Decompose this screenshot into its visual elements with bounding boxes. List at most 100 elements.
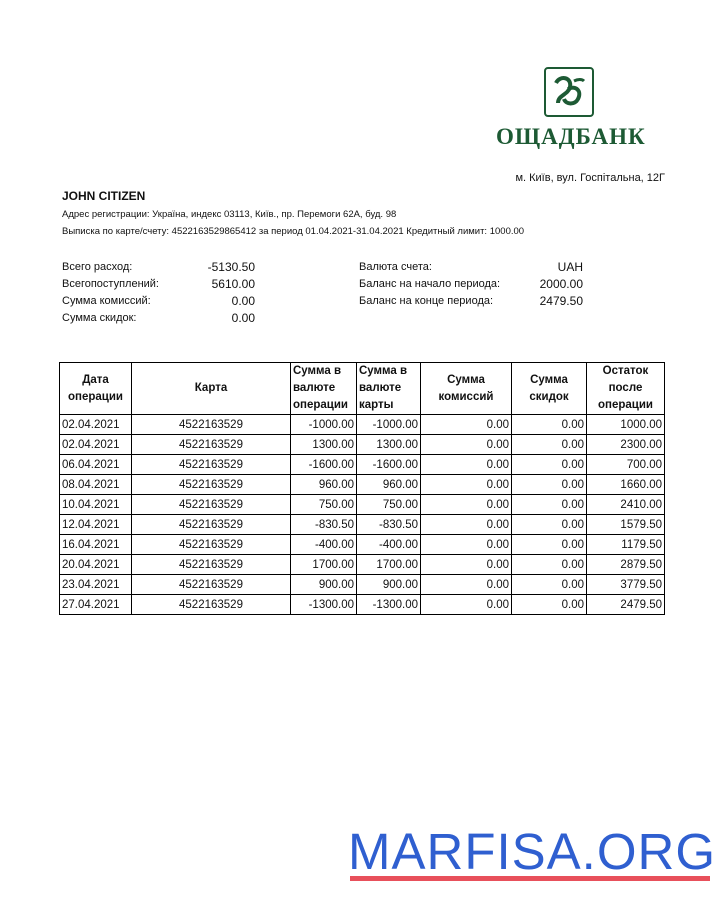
table-cell: 0.00 <box>420 594 512 615</box>
table-row: 27.04.2021 4522163529 -1300.00 -1300.00 0.00… <box>59 594 665 615</box>
table-cell: 0.00 <box>420 414 512 435</box>
table-cell: 4522163529 <box>131 554 291 575</box>
bank-address: м. Київ, вул. Госпітальна, 12Г <box>515 172 665 184</box>
table-row: 16.04.2021 4522163529 -400.00 -400.00 0.00 0.… <box>59 534 665 555</box>
table-cell: 0.00 <box>511 554 587 575</box>
table-cell: 0.00 <box>511 534 587 555</box>
table-cell: -1000.00 <box>356 414 421 435</box>
summary-label: Баланс на конце периода: <box>359 295 494 307</box>
table-row: 02.04.2021 4522163529 1300.00 1300.00 0.00 0.… <box>59 434 665 455</box>
table-cell: 4522163529 <box>131 534 291 555</box>
table-cell: 0.00 <box>420 534 512 555</box>
table-row: 08.04.2021 4522163529 960.00 960.00 0.00 0.00… <box>59 474 665 495</box>
table-cell: -1600.00 <box>356 454 421 475</box>
column-header: Сумма скидок <box>511 362 587 415</box>
table-cell: 12.04.2021 <box>59 514 132 535</box>
table-row: 06.04.2021 4522163529 -1600.00 -1600.00 0.00… <box>59 454 665 475</box>
column-header: Дата операции <box>59 362 132 415</box>
summary-value: 0.00 <box>231 311 255 325</box>
table-cell: 0.00 <box>511 414 587 435</box>
table-cell: 2410.00 <box>586 494 665 515</box>
table-cell: 0.00 <box>420 454 512 475</box>
table-cell: 750.00 <box>356 494 421 515</box>
table-cell: 06.04.2021 <box>59 454 132 475</box>
table-cell: 02.04.2021 <box>59 434 132 455</box>
table-row: 12.04.2021 4522163529 -830.50 -830.50 0.00 0.… <box>59 514 665 535</box>
summary-label: Всегопоступлений: <box>62 278 159 290</box>
table-cell: 0.00 <box>420 574 512 595</box>
table-cell: 0.00 <box>511 434 587 455</box>
summary-value: 2000.00 <box>539 277 583 291</box>
summary-label: Валюта счета: <box>359 261 432 273</box>
table-cell: 4522163529 <box>131 514 291 535</box>
table-cell: 0.00 <box>420 554 512 575</box>
watermark-underline <box>350 876 710 881</box>
table-cell: -400.00 <box>290 534 357 555</box>
table-cell: 02.04.2021 <box>59 414 132 435</box>
table-cell: 1179.50 <box>586 534 665 555</box>
table-cell: -1300.00 <box>356 594 421 615</box>
table-cell: 4522163529 <box>131 474 291 495</box>
table-cell: 0.00 <box>420 514 512 535</box>
table-cell: 27.04.2021 <box>59 594 132 615</box>
table-cell: 08.04.2021 <box>59 474 132 495</box>
table-cell: 3779.50 <box>586 574 665 595</box>
table-cell: 900.00 <box>356 574 421 595</box>
summary-label: Сумма скидок: <box>62 312 137 324</box>
table-cell: 0.00 <box>511 494 587 515</box>
table-cell: 0.00 <box>511 454 587 475</box>
table-cell: 4522163529 <box>131 574 291 595</box>
summary-label: Всего расход: <box>62 261 133 273</box>
table-cell: 0.00 <box>511 574 587 595</box>
table-cell: 2300.00 <box>586 434 665 455</box>
table-cell: -400.00 <box>356 534 421 555</box>
column-header: Сумма в валюте карты <box>356 362 421 415</box>
table-cell: 1660.00 <box>586 474 665 495</box>
column-header: Сумма комиссий <box>420 362 512 415</box>
table-cell: 4522163529 <box>131 414 291 435</box>
table-cell: 0.00 <box>420 494 512 515</box>
table-row: 02.04.2021 4522163529 -1000.00 -1000.00 0.00… <box>59 414 665 435</box>
table-row: 10.04.2021 4522163529 750.00 750.00 0.00 0.00… <box>59 494 665 515</box>
watermark: MARFISA.ORG <box>348 823 717 880</box>
summary-value: UAH <box>557 260 583 274</box>
table-cell: 2479.50 <box>586 594 665 615</box>
column-header: Сумма в валюте операции <box>290 362 357 415</box>
table-cell: -1000.00 <box>290 414 357 435</box>
table-cell: 1700.00 <box>356 554 421 575</box>
table-cell: 0.00 <box>420 434 512 455</box>
table-cell: 0.00 <box>511 514 587 535</box>
table-cell: 4522163529 <box>131 434 291 455</box>
column-header: Карта <box>131 362 291 415</box>
table-row: 23.04.2021 4522163529 900.00 900.00 0.00 0.00… <box>59 574 665 595</box>
table-cell: -830.50 <box>290 514 357 535</box>
table-cell: 1579.50 <box>586 514 665 535</box>
summary-value: -5130.50 <box>207 260 255 274</box>
client-name: JOHN CITIZEN <box>62 189 146 203</box>
table-cell: 0.00 <box>511 474 587 495</box>
table-cell: 4522163529 <box>131 454 291 475</box>
summary-value: 5610.00 <box>211 277 255 291</box>
summary-value: 2479.50 <box>539 294 583 308</box>
summary-label: Баланс на начало периода: <box>359 278 501 290</box>
table-cell: 0.00 <box>511 594 587 615</box>
transactions-table: Дата операции Карта Сумма в валюте операци… <box>59 362 665 615</box>
statement-info: Выписка по карте/счету: 4522163529865412… <box>62 226 525 237</box>
table-cell: 1000.00 <box>586 414 665 435</box>
table-cell: 1300.00 <box>356 434 421 455</box>
table-cell: 10.04.2021 <box>59 494 132 515</box>
table-cell: 20.04.2021 <box>59 554 132 575</box>
table-cell: 750.00 <box>290 494 357 515</box>
table-cell: 4522163529 <box>131 494 291 515</box>
table-cell: 16.04.2021 <box>59 534 132 555</box>
table-row: 20.04.2021 4522163529 1700.00 1700.00 0.00 0.… <box>59 554 665 575</box>
summary-value: 0.00 <box>231 294 255 308</box>
table-cell: -1300.00 <box>290 594 357 615</box>
registration-address: Адрес регистрации: Україна, индекс 03113… <box>62 209 397 220</box>
table-cell: 1700.00 <box>290 554 357 575</box>
bank-logo-icon <box>544 67 594 117</box>
bank-name: ОЩАДБАНК <box>496 124 646 149</box>
table-cell: 900.00 <box>290 574 357 595</box>
table-cell: -830.50 <box>356 514 421 535</box>
